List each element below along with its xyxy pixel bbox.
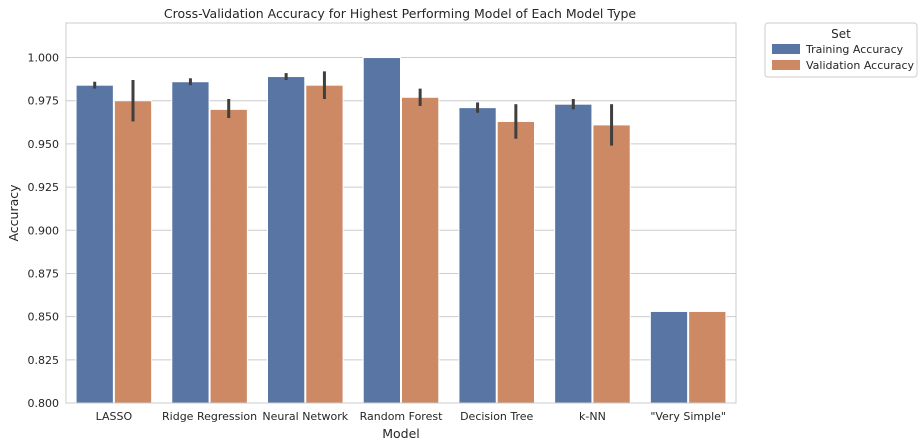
- bar: [649, 310, 689, 404]
- y-tick-label: 0.800: [28, 397, 60, 410]
- bar: [209, 108, 248, 404]
- x-tick-labels: LASSO Ridge Regression Neural Network Rando…: [96, 410, 726, 423]
- y-tick-label: 0.900: [28, 224, 60, 237]
- y-tick-label: 1.000: [28, 52, 60, 65]
- bar: [554, 103, 593, 404]
- legend-frame: [764, 22, 918, 78]
- legend-label: Validation Accuracy: [806, 59, 915, 72]
- legend-label: Training Accuracy: [805, 43, 904, 56]
- bar: [171, 81, 210, 404]
- bar: [688, 310, 727, 404]
- bars: [75, 57, 727, 404]
- x-tick-label: Neural Network: [262, 410, 348, 423]
- x-tick-label: k-NN: [579, 410, 606, 423]
- x-tick-label: Ridge Regression: [162, 410, 257, 423]
- bar: [496, 120, 536, 404]
- x-tick-label: Decision Tree: [460, 410, 533, 423]
- bar: [362, 57, 402, 404]
- y-tick-label: 0.875: [28, 267, 60, 280]
- legend-title: Set: [831, 27, 851, 41]
- x-tick-label: "Very Simple": [650, 410, 726, 423]
- plot-frame: [65, 22, 737, 404]
- y-tick-label: 0.850: [28, 311, 60, 324]
- bar: [458, 107, 497, 404]
- y-tick-label: 0.925: [28, 181, 60, 194]
- legend-swatch: [772, 44, 800, 54]
- chart-title: Cross-Validation Accuracy for Highest Pe…: [164, 6, 636, 21]
- y-tick-labels: 0.800 0.825 0.850 0.875 0.900 0.925 0.950 0.975…: [28, 52, 60, 410]
- bar: [267, 76, 306, 404]
- y-tick-label: 0.825: [28, 354, 60, 367]
- legend-swatch: [772, 60, 800, 70]
- y-tick-label: 0.950: [28, 138, 60, 151]
- bar: [75, 84, 114, 404]
- bar: [401, 96, 440, 404]
- x-axis-title: Model: [382, 426, 420, 441]
- error-bars: [93, 71, 614, 146]
- bar: [592, 124, 631, 404]
- y-tick-label: 0.975: [28, 95, 60, 108]
- x-tick-label: LASSO: [96, 410, 133, 423]
- x-tick-label: Random Forest: [360, 410, 443, 423]
- bar: [305, 84, 344, 404]
- legend: Set Training Accuracy Validation Accuracy: [764, 22, 918, 78]
- y-axis-title: Accuracy: [6, 184, 21, 242]
- bar: [113, 100, 153, 404]
- legend-items: Training Accuracy Validation Accuracy: [772, 43, 915, 72]
